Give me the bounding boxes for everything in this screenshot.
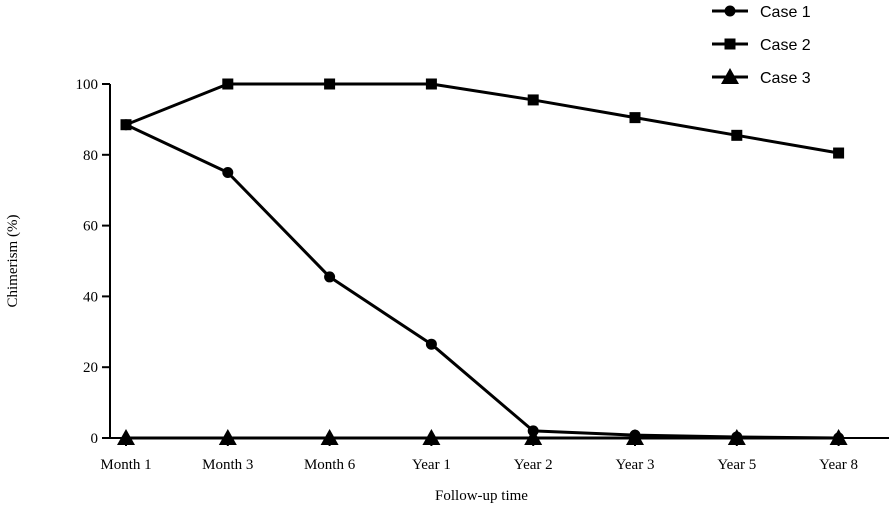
y-ticks: 0 20 40 60 80 100 <box>76 77 110 447</box>
data-point-square <box>527 94 539 106</box>
x-tick-label: Year 1 <box>412 457 451 473</box>
y-tick-label: 0 <box>91 431 99 447</box>
legend-label: Case 3 <box>760 70 811 87</box>
data-point-square <box>731 129 743 141</box>
data-point-circle <box>324 271 336 283</box>
y-tick-label: 100 <box>76 77 99 93</box>
y-tick-label: 80 <box>83 148 98 164</box>
x-tick-label: Month 6 <box>304 457 356 473</box>
data-point-square <box>324 78 336 90</box>
x-tick-label: Year 2 <box>514 457 553 473</box>
x-axis-title: Follow-up time <box>435 488 528 504</box>
x-tick-label: Month 3 <box>202 457 253 473</box>
legend-label: Case 1 <box>760 4 811 21</box>
x-tick-label: Year 3 <box>616 457 655 473</box>
legend-marker-circle <box>724 5 736 17</box>
y-tick-label: 20 <box>83 360 98 376</box>
x-tick-label: Year 5 <box>717 457 756 473</box>
y-axis-title: Chimerism (%) <box>5 215 21 308</box>
data-point-circle <box>425 338 437 350</box>
data-point-square <box>425 78 437 90</box>
series-1 <box>120 119 845 444</box>
x-tick-label: Month 1 <box>100 457 151 473</box>
series-line <box>125 82 839 155</box>
legend-item: Case 3 <box>712 68 811 87</box>
legend-marker-triangle <box>721 68 739 84</box>
y-tick-label: 40 <box>83 289 98 305</box>
x-tick-label: Year 8 <box>819 457 858 473</box>
legend-item: Case 1 <box>712 4 811 21</box>
x-ticks: Month 1 Month 3 Month 6 Year 1 Year 2 Year 3 Y… <box>100 438 858 473</box>
series-layer <box>117 78 848 445</box>
legend-item: Case 2 <box>712 37 811 54</box>
data-point-circle <box>222 167 234 178</box>
legend-label: Case 2 <box>760 37 811 54</box>
data-point-square <box>120 119 132 131</box>
data-point-square <box>629 112 641 124</box>
legend: Case 1 Case 2 Case 3 <box>712 4 811 87</box>
legend-marker-square <box>724 38 736 50</box>
data-point-square <box>222 78 234 90</box>
y-tick-label: 60 <box>83 219 98 235</box>
data-point-square <box>833 147 845 159</box>
series-2 <box>120 78 845 159</box>
